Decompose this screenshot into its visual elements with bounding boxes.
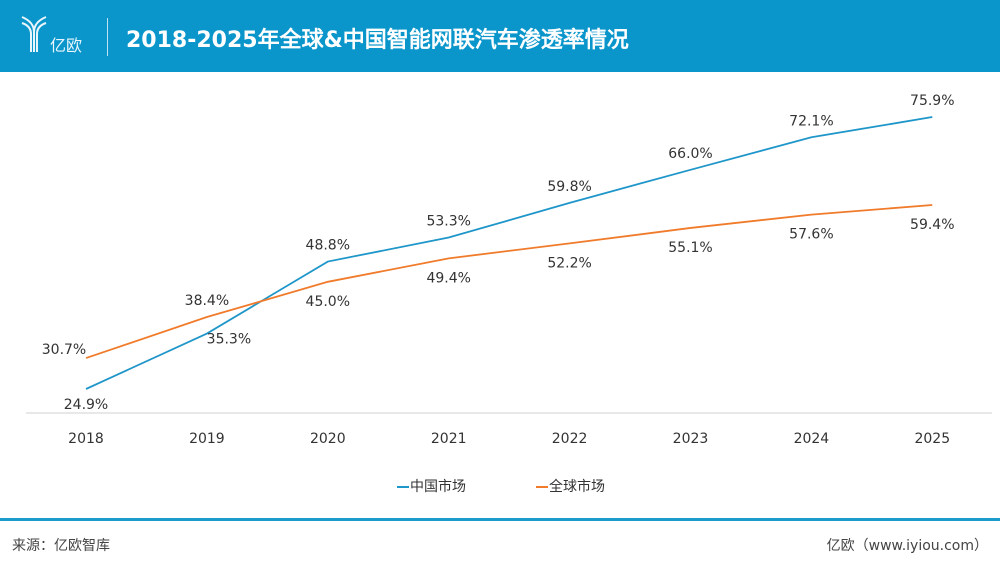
legend-swatch [536,486,548,488]
legend-label: 中国市场 [410,479,466,495]
yiou-logo-icon [21,16,47,52]
header: 亿欧 2018-2025年全球&中国智能网联汽车渗透率情况 [0,0,1000,72]
data-label: 59.8% [547,179,591,195]
data-label: 38.4% [185,293,229,309]
data-label: 30.7% [42,342,86,358]
data-label: 35.3% [207,332,251,348]
data-label: 49.4% [426,270,470,286]
series-line [85,116,933,390]
x-tick-label: 2021 [431,431,467,447]
data-label: 48.8% [306,238,350,254]
divider [107,18,108,56]
source-text: 来源：亿欧智库 [12,538,110,554]
legend-item-china: 中国市场 [397,476,466,496]
x-tick-label: 2022 [552,431,588,447]
data-label: 59.4% [910,217,954,233]
x-tick-label: 2019 [189,431,225,447]
data-label: 24.9% [64,397,108,413]
x-tick-label: 2025 [914,431,950,447]
x-tick-label: 2024 [794,431,830,447]
logo-text: 亿欧 [50,36,83,55]
x-tick-label: 2020 [310,431,346,447]
data-label: 52.2% [547,255,591,271]
data-label: 66.0% [668,146,712,162]
data-label: 45.0% [306,294,350,310]
line-chart: 2018 2019 2020 2021 2022 2023 2024 2025 24.9% 35.… [26,93,992,447]
x-tick-label: 2018 [68,431,104,447]
data-label: 75.9% [910,93,954,109]
data-label: 57.6% [789,227,833,243]
site-text: 亿欧（www.iyiou.com） [826,538,988,554]
series-line [85,204,933,359]
legend-label: 全球市场 [549,479,605,495]
legend-swatch [397,486,409,488]
data-label: 53.3% [426,214,470,230]
legend-item-global: 全球市场 [536,476,605,496]
x-tick-label: 2023 [673,431,709,447]
data-label: 55.1% [668,240,712,256]
footer-divider [0,518,1000,521]
data-label: 72.1% [789,113,833,129]
page-title: 2018-2025年全球&中国智能网联汽车渗透率情况 [126,28,629,53]
